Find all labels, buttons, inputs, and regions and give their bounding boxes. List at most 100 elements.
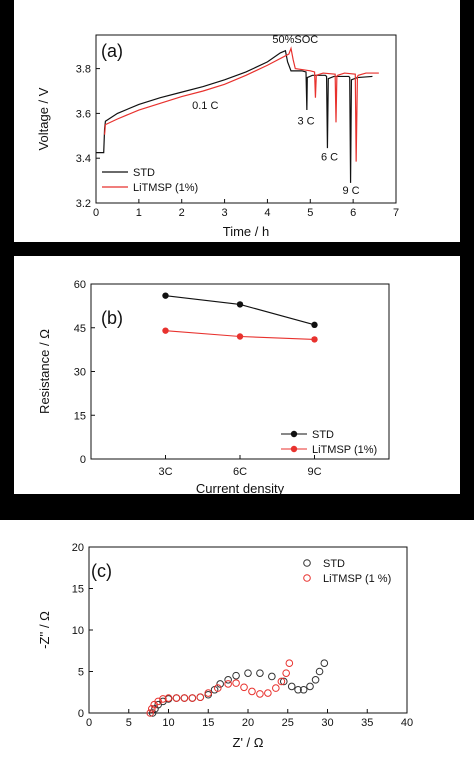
data-point bbox=[213, 684, 222, 692]
x-tick-label: 3C bbox=[158, 466, 172, 478]
data-point bbox=[162, 292, 169, 299]
panel-label: (b) bbox=[101, 308, 123, 328]
y-axis-title: -Z'' / Ω bbox=[37, 611, 52, 649]
data-point bbox=[285, 659, 294, 667]
y-tick-label: 3.6 bbox=[76, 108, 91, 120]
chart-c-svg: 0 5 10 15 20 25 30 35 40 0 5 10 15 20 Z' / Ω -Z'' / Ω (c… bbox=[37, 542, 413, 750]
legend-marker bbox=[303, 559, 311, 567]
data-point bbox=[232, 671, 240, 680]
data-point bbox=[256, 690, 264, 698]
data-point bbox=[180, 694, 189, 702]
x-tick-label: 40 bbox=[401, 717, 413, 729]
data-point bbox=[268, 672, 276, 681]
plot-frame bbox=[88, 546, 408, 714]
legend-label: LiTMSP (1%) bbox=[312, 444, 377, 456]
data-point bbox=[196, 693, 205, 702]
data-point bbox=[256, 669, 264, 677]
y-tick-label: 60 bbox=[74, 279, 86, 291]
legend-label: LiTMSP (1%) bbox=[133, 182, 198, 194]
data-point bbox=[188, 694, 197, 702]
annotation-label: 0.1 C bbox=[192, 100, 218, 112]
x-tick-label: 0 bbox=[93, 207, 99, 219]
data-point bbox=[162, 327, 169, 334]
data-point bbox=[216, 680, 224, 688]
annotation-label: 3 C bbox=[297, 116, 314, 128]
y-tick-label: 3.4 bbox=[76, 153, 91, 165]
legend-marker bbox=[303, 574, 311, 582]
data-point bbox=[244, 669, 252, 677]
data-point bbox=[315, 667, 324, 676]
x-tick-label: 6C bbox=[233, 466, 247, 478]
annotation-label: 6 C bbox=[321, 151, 338, 163]
x-tick-label: 15 bbox=[202, 717, 214, 729]
x-tick-label: 3 bbox=[222, 207, 228, 219]
data-point bbox=[311, 336, 318, 343]
x-tick-label: 10 bbox=[162, 717, 174, 729]
data-point bbox=[279, 677, 288, 686]
y-axis-title: Resistance / Ω bbox=[37, 329, 52, 414]
data-point bbox=[159, 695, 167, 703]
data-point bbox=[232, 679, 240, 687]
data-point bbox=[236, 333, 244, 340]
y-tick-label: 15 bbox=[72, 584, 84, 596]
data-point bbox=[154, 697, 162, 706]
plot-frame bbox=[90, 283, 390, 460]
data-point bbox=[282, 669, 290, 677]
y-tick-label: 3.8 bbox=[76, 64, 91, 76]
data-point bbox=[224, 680, 232, 688]
data-point bbox=[320, 659, 329, 667]
series-line-std bbox=[96, 49, 373, 183]
panel-b: 0 15 30 45 60 3C 6C 9C Current density Resistance… bbox=[14, 256, 460, 494]
x-tick-label: 7 bbox=[393, 207, 399, 219]
data-point bbox=[277, 677, 286, 686]
data-point bbox=[164, 694, 173, 702]
data-point bbox=[224, 676, 232, 684]
data-point bbox=[299, 685, 308, 694]
y-tick-label: 10 bbox=[72, 625, 84, 637]
x-tick-label: 30 bbox=[321, 717, 333, 729]
plot-frame bbox=[95, 34, 397, 204]
x-axis-title: Time / h bbox=[223, 224, 269, 239]
series-line-std bbox=[165, 295, 315, 326]
x-axis-title: Current density bbox=[196, 481, 285, 494]
legend-label: LiTMSP (1 %) bbox=[323, 573, 391, 585]
x-tick-label: 5 bbox=[307, 207, 313, 219]
x-tick-label: 35 bbox=[361, 717, 373, 729]
data-point bbox=[146, 709, 155, 717]
y-tick-label: 0 bbox=[78, 708, 84, 720]
annotation-label: 50%SOC bbox=[272, 34, 318, 46]
data-point bbox=[172, 694, 181, 702]
data-point bbox=[264, 689, 272, 697]
y-tick-label: 15 bbox=[74, 410, 86, 422]
data-point bbox=[240, 683, 248, 692]
x-tick-label: 9C bbox=[307, 466, 321, 478]
chart-b-svg: 0 15 30 45 60 3C 6C 9C Current density Resistance… bbox=[37, 279, 390, 494]
legend-label: STD bbox=[133, 167, 155, 179]
x-tick-label: 5 bbox=[126, 717, 132, 729]
panel-c: 0 5 10 15 20 25 30 35 40 0 5 10 15 20 Z' / Ω -Z'' / Ω (c… bbox=[0, 520, 474, 757]
annotation-label: 9 C bbox=[342, 185, 359, 197]
panel-a: 0 1 2 3 4 5 6 7 3.2 3.4 3.6 3.8 Time / h Voltage / V (… bbox=[14, 0, 460, 242]
data-point bbox=[306, 682, 314, 691]
data-point bbox=[311, 676, 320, 684]
data-point bbox=[248, 687, 256, 696]
data-point bbox=[204, 689, 213, 697]
x-tick-label: 1 bbox=[136, 207, 142, 219]
x-tick-label: 2 bbox=[179, 207, 185, 219]
y-axis-title: Voltage / V bbox=[36, 87, 51, 150]
panel-label: (c) bbox=[91, 561, 112, 581]
x-tick-label: 20 bbox=[242, 717, 254, 729]
x-tick-label: 4 bbox=[264, 207, 270, 219]
x-tick-label: 6 bbox=[350, 207, 356, 219]
y-tick-label: 5 bbox=[78, 667, 84, 679]
y-tick-label: 20 bbox=[72, 542, 84, 554]
legend-label: STD bbox=[323, 558, 345, 570]
data-point bbox=[272, 684, 280, 692]
data-point bbox=[311, 321, 318, 329]
legend-marker bbox=[290, 430, 298, 438]
x-tick-label: 0 bbox=[86, 717, 92, 729]
y-tick-label: 3.2 bbox=[76, 198, 91, 210]
y-tick-label: 30 bbox=[74, 367, 86, 379]
data-point bbox=[294, 685, 302, 694]
data-point bbox=[148, 709, 157, 717]
